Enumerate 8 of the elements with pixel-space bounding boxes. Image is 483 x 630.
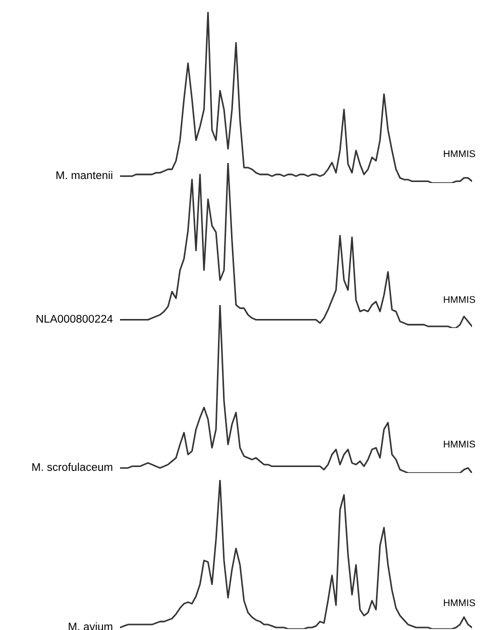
series-label: M. scrofulaceum bbox=[32, 462, 112, 471]
annotation: HMMIS bbox=[444, 599, 476, 606]
series-label: NLA000800224 bbox=[36, 314, 113, 323]
annotation: HMMIS bbox=[444, 150, 476, 158]
annotation: HMMIS bbox=[444, 296, 476, 303]
series-label: M. mantenii bbox=[56, 170, 112, 180]
annotation: HMMIS bbox=[444, 440, 476, 448]
series-label: M. avium bbox=[68, 622, 112, 630]
